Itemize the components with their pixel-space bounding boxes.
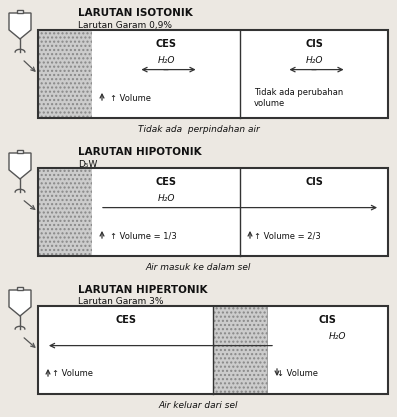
Bar [38, 306, 388, 394]
Text: ↓ Volume: ↓ Volume [277, 369, 318, 379]
Text: Tidak ada perubahan
volume: Tidak ada perubahan volume [254, 88, 343, 108]
PathPatch shape [9, 13, 31, 39]
Text: ↑ Volume: ↑ Volume [52, 369, 93, 379]
Bar [92, 168, 388, 256]
Text: CIS: CIS [305, 39, 323, 49]
Text: Larutan Garam 0,9%: Larutan Garam 0,9% [78, 20, 172, 30]
Text: ↑ Volume: ↑ Volume [110, 93, 151, 103]
Text: Air keluar dari sel: Air keluar dari sel [159, 402, 238, 410]
Text: CES: CES [156, 39, 177, 49]
PathPatch shape [9, 153, 31, 179]
Text: ↑ Volume = 2/3: ↑ Volume = 2/3 [254, 231, 321, 241]
Text: CIS: CIS [305, 177, 323, 187]
Bar [17, 287, 23, 290]
Bar [92, 30, 388, 118]
Text: D₅W: D₅W [78, 159, 97, 168]
Bar [213, 306, 267, 394]
Text: LARUTAN ISOTONIK: LARUTAN ISOTONIK [78, 8, 193, 18]
Text: Larutan Garam 3%: Larutan Garam 3% [78, 297, 164, 306]
Text: ↑ Volume = 1/3: ↑ Volume = 1/3 [110, 231, 177, 241]
Text: LARUTAN HIPOTONIK: LARUTAN HIPOTONIK [78, 147, 202, 157]
Bar [38, 168, 92, 256]
Bar [38, 30, 388, 118]
Text: H₂O: H₂O [305, 55, 323, 65]
Text: H₂O: H₂O [157, 193, 175, 203]
Text: CES: CES [115, 315, 136, 325]
Text: CIS: CIS [318, 315, 336, 325]
Bar [38, 168, 388, 256]
Text: Tidak ada  perpindahan air: Tidak ada perpindahan air [138, 125, 259, 133]
Text: LARUTAN HIPERTONIK: LARUTAN HIPERTONIK [78, 285, 208, 295]
Text: H₂O: H₂O [329, 332, 346, 341]
Text: Air masuk ke dalam sel: Air masuk ke dalam sel [146, 264, 251, 272]
Text: CES: CES [156, 177, 177, 187]
Bar [17, 150, 23, 153]
PathPatch shape [9, 290, 31, 316]
Bar [38, 306, 388, 394]
Bar [17, 10, 23, 13]
Text: H₂O: H₂O [157, 55, 175, 65]
Bar [38, 30, 92, 118]
